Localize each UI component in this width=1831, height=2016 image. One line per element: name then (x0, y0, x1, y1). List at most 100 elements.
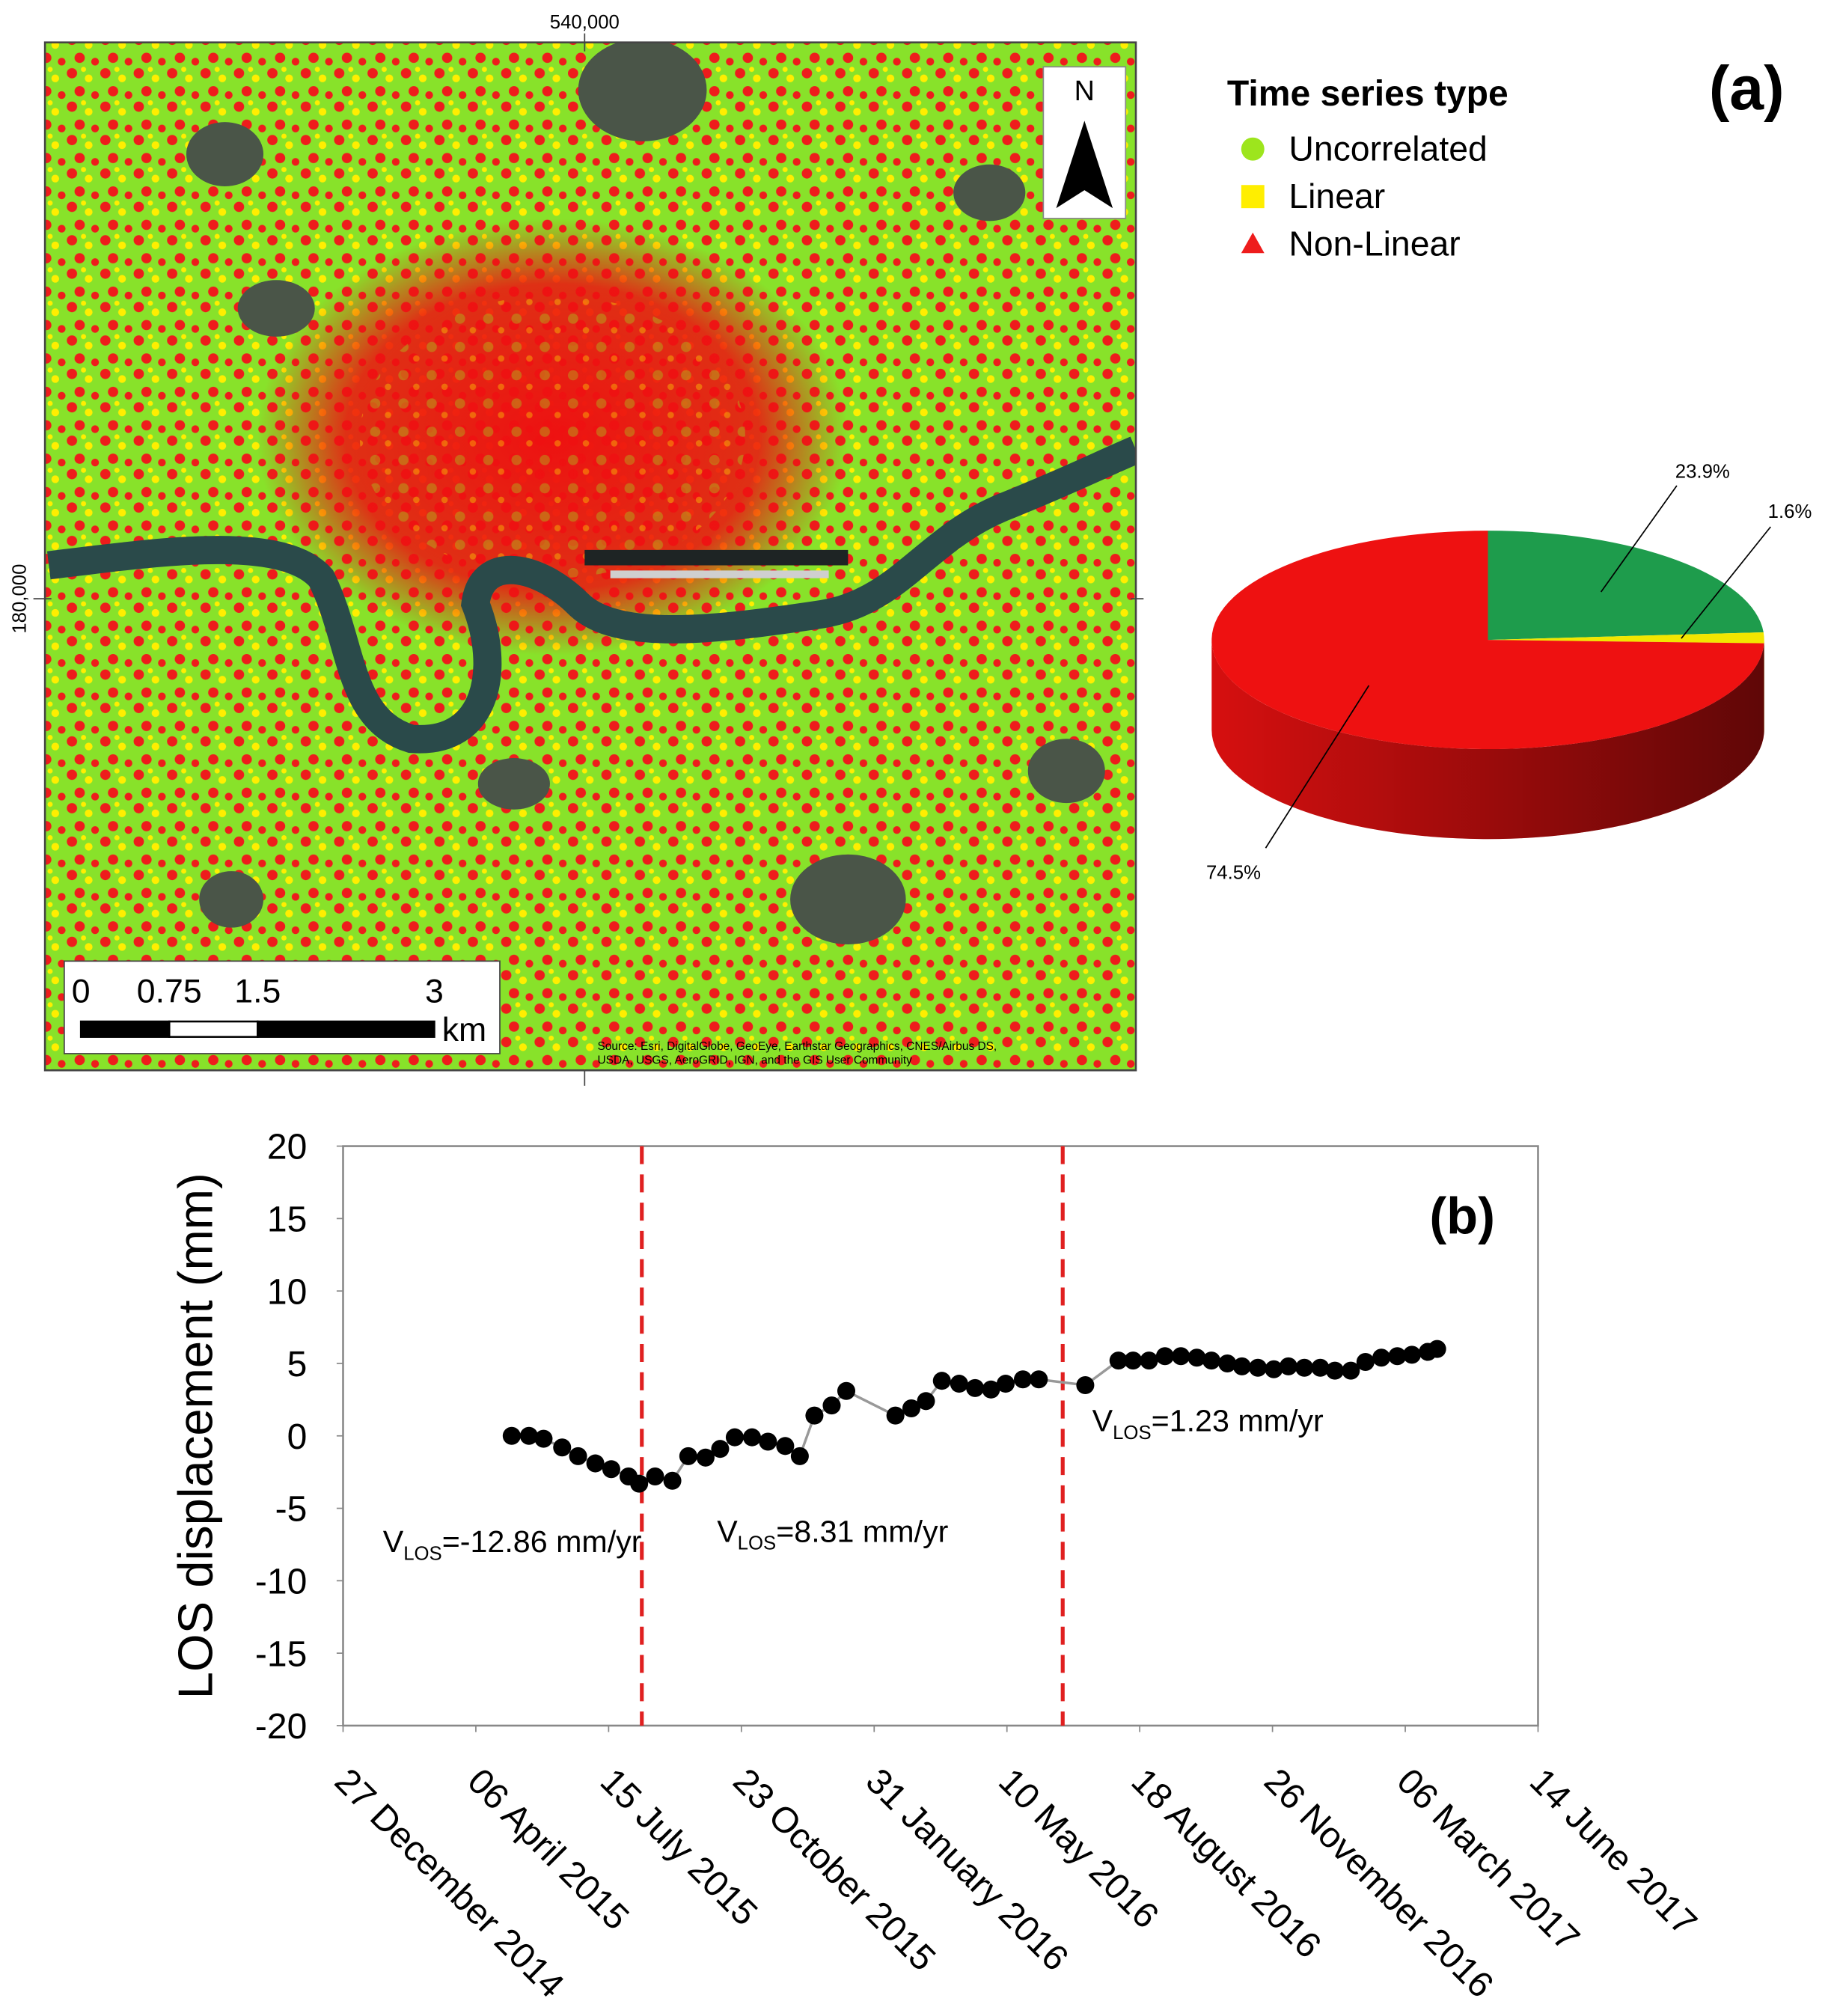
data-point (646, 1467, 664, 1485)
y-tick-label: -10 (255, 1562, 307, 1602)
legend-title: Time series type (1227, 73, 1508, 114)
data-point (1124, 1351, 1143, 1370)
data-point (1325, 1361, 1345, 1380)
map-y-coordinate: 180,000 (9, 564, 30, 634)
data-point (696, 1448, 715, 1467)
data-point (1076, 1375, 1095, 1395)
y-tick-label: -20 (255, 1706, 307, 1747)
data-point (519, 1426, 538, 1445)
legend-marker (1241, 185, 1265, 209)
pie-side-shade (1211, 640, 1764, 840)
scale-bar-label: 0 (72, 973, 91, 1009)
data-point (917, 1392, 935, 1411)
data-point (534, 1429, 553, 1448)
annotation-symbol: V (717, 1514, 738, 1548)
legend-label: Uncorrelated (1289, 129, 1487, 168)
data-point (1356, 1353, 1375, 1372)
x-tick-label: 26 November 2016 (1256, 1761, 1501, 2006)
data-point (725, 1428, 744, 1447)
data-point (805, 1406, 824, 1425)
x-tick-label: 27 December 2014 (327, 1761, 572, 2006)
data-point (569, 1447, 587, 1465)
data-point (1172, 1347, 1190, 1366)
data-point (932, 1372, 951, 1390)
data-point (1030, 1370, 1048, 1389)
data-point (776, 1437, 795, 1456)
legend-label: Linear (1289, 177, 1385, 216)
data-point (902, 1399, 920, 1418)
scale-bar-segment (168, 1020, 259, 1038)
y-tick-label: 0 (287, 1417, 308, 1457)
map-source: USDA, USGS, AeroGRID, IGN, and the GIS U… (597, 1054, 912, 1067)
scale-bar-segment (257, 1020, 435, 1038)
data-point (1218, 1354, 1237, 1372)
panel-label: (a) (1709, 54, 1785, 123)
legend-label: Non-Linear (1289, 224, 1460, 263)
data-point (1202, 1351, 1220, 1370)
pie-leader (1681, 526, 1771, 639)
map-source: Source: Esri, DigitalGlobe, GeoEye, Eart… (597, 1040, 997, 1053)
scale-bar-segment (79, 1020, 171, 1038)
map-frame (43, 41, 1137, 1072)
data-point (630, 1474, 649, 1493)
pie-leader (1600, 485, 1678, 593)
data-point (586, 1454, 605, 1473)
scale-bar-unit: km (442, 1012, 487, 1048)
pie-leader (1265, 685, 1370, 849)
data-point (1155, 1347, 1174, 1366)
y-axis-label: LOS displacement (mm) (168, 1173, 222, 1699)
data-point (663, 1471, 682, 1490)
pie-slice (1211, 531, 1764, 750)
y-tick-label: 15 (267, 1200, 307, 1240)
scale-bar-label: 0.75 (137, 973, 202, 1009)
annotation-subscript: LOS (403, 1543, 442, 1564)
data-point (950, 1375, 968, 1393)
data-point (1140, 1351, 1158, 1370)
scale-bar-box (64, 960, 501, 1054)
data-point (837, 1381, 856, 1400)
annotation-subscript: LOS (738, 1533, 777, 1554)
data-point (553, 1438, 572, 1457)
data-point (1372, 1348, 1391, 1367)
data-point (982, 1380, 1000, 1399)
data-point (1402, 1345, 1421, 1364)
data-point (1279, 1357, 1297, 1375)
scale-bar-label: 1.5 (234, 973, 281, 1009)
data-point (1232, 1357, 1251, 1375)
data-point (759, 1432, 777, 1451)
slope-annotation: VLOS=1.23 mm/yr (1092, 1404, 1324, 1444)
pie-slice (1488, 531, 1764, 641)
data-point (966, 1378, 985, 1397)
annotation-symbol: V (383, 1524, 404, 1559)
y-tick-label: 5 (287, 1344, 308, 1384)
annotation-value: =8.31 mm/yr (776, 1514, 948, 1548)
map-image (45, 42, 1136, 1071)
data-point (711, 1440, 730, 1458)
data-point (679, 1447, 697, 1465)
data-point (1109, 1351, 1128, 1370)
data-point (602, 1460, 620, 1479)
north-arrow (1056, 120, 1113, 209)
panel-label: (b) (1429, 1187, 1495, 1244)
y-tick-label: 20 (267, 1127, 307, 1167)
pie-value-label: 1.6% (1768, 501, 1812, 522)
north-label: N (1075, 76, 1095, 107)
annotation-symbol: V (1092, 1404, 1113, 1438)
data-point (1342, 1361, 1360, 1380)
pie-value-label: 23.9% (1675, 462, 1730, 483)
data-point (1388, 1347, 1407, 1366)
data-point (742, 1428, 762, 1447)
scale-bar-label: 3 (425, 973, 444, 1009)
data-point (1311, 1358, 1330, 1377)
slope-annotation: VLOS=8.31 mm/yr (717, 1514, 948, 1554)
data-point (1265, 1360, 1283, 1378)
y-tick-label: -5 (275, 1489, 308, 1530)
legend-marker (1241, 137, 1265, 161)
map-x-coordinate: 540,000 (550, 12, 620, 33)
y-tick-label: 10 (267, 1271, 307, 1312)
y-tick-label: -15 (255, 1634, 307, 1674)
data-point (1249, 1358, 1268, 1377)
data-point (502, 1426, 521, 1445)
